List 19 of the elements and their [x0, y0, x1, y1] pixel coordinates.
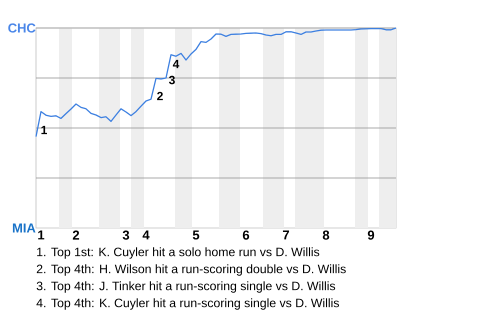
x-tick-label: 1: [38, 230, 44, 240]
text: MIA: [12, 224, 36, 232]
annotation: 2: [157, 92, 163, 100]
x-tick-label: 9: [368, 230, 374, 240]
annotation: 3: [168, 76, 175, 84]
text: 4. Top 4th: K. Cuyler hit a run-scoring single vs D. Willis: [36, 298, 339, 310]
text: CHC: [8, 23, 36, 33]
x-tick-label: 3: [122, 230, 130, 240]
x-tick-label: 6: [242, 230, 250, 240]
x-tick-label: 2: [72, 230, 80, 240]
annotation: 4: [172, 60, 180, 68]
text: 2. Top 4th: H. Wilson hit a run-scoring double vs D. Willis: [36, 264, 346, 276]
x-tick-label: 4: [142, 230, 150, 240]
annotation: 1: [41, 126, 47, 134]
x-tick-label: 5: [192, 230, 200, 240]
text: 3. Top 4th: J. Tinker hit a run-scoring single vs D. Willis: [36, 281, 336, 293]
x-tick-label: 8: [322, 230, 330, 240]
x-tick-label: 7: [282, 230, 290, 240]
text: 1. Top 1st: K. Cuyler hit a solo home run vs D. Willis: [37, 247, 320, 259]
